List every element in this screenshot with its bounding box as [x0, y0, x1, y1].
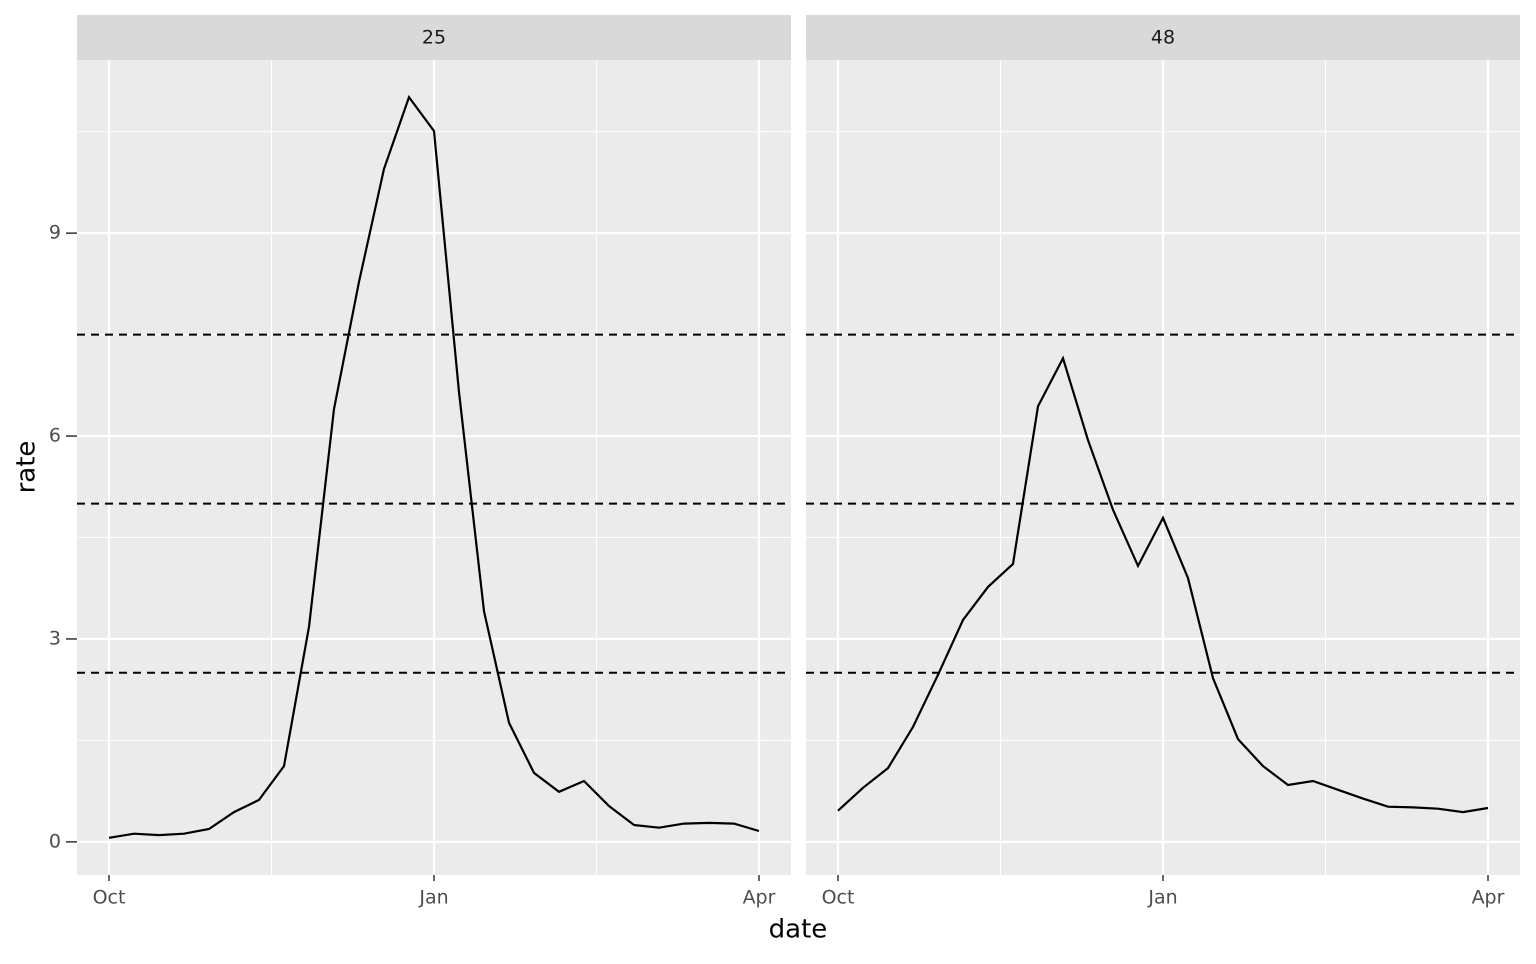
- x-tick-label: Jan: [418, 887, 448, 909]
- x-tick-label: Jan: [1147, 887, 1177, 909]
- x-tick-label: Oct: [822, 887, 855, 909]
- y-axis-title: rate: [12, 441, 42, 494]
- data-line: [108, 94, 760, 839]
- x-tick-label: Oct: [93, 887, 126, 909]
- strip-label: 48: [1151, 27, 1175, 49]
- y-tick-label: 9: [49, 222, 61, 244]
- strip: [806, 15, 1520, 60]
- strip-label: 25: [422, 27, 446, 49]
- x-tick-label: Apr: [743, 887, 776, 909]
- y-tick-label: 0: [49, 830, 61, 852]
- data-line: [837, 355, 1489, 814]
- x-axis-title: date: [769, 915, 828, 945]
- x-tick-label: Apr: [1472, 887, 1505, 909]
- strip: [77, 15, 791, 60]
- y-tick-label: 3: [49, 627, 61, 649]
- y-tick-label: 6: [49, 425, 61, 447]
